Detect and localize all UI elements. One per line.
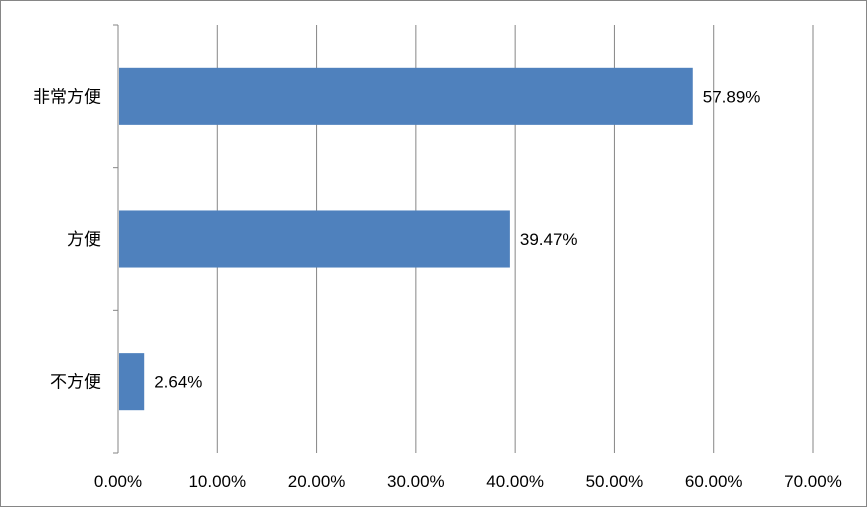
data-label: 2.64% (154, 373, 202, 392)
x-tick-label: 20.00% (288, 472, 346, 491)
category-label: 非常方便 (33, 87, 101, 106)
category-label: 不方便 (50, 373, 101, 392)
category-label: 方便 (67, 230, 101, 249)
x-tick-label: 70.00% (784, 472, 842, 491)
bar (119, 210, 510, 268)
x-tick-label: 0.00% (94, 472, 142, 491)
bar (119, 353, 145, 411)
x-tick-label: 30.00% (387, 472, 445, 491)
data-label: 57.89% (703, 87, 761, 106)
bar (119, 67, 693, 125)
bars (119, 67, 693, 411)
x-tick-label: 60.00% (685, 472, 743, 491)
x-tick-label: 40.00% (486, 472, 544, 491)
x-tick-label: 10.00% (188, 472, 246, 491)
data-label: 39.47% (520, 230, 578, 249)
labels: 0.00% 10.00% 20.00% 30.00% 40.00% 50.00% 60.00… (33, 87, 842, 491)
axes (113, 24, 119, 454)
x-tick-label: 50.00% (586, 472, 644, 491)
